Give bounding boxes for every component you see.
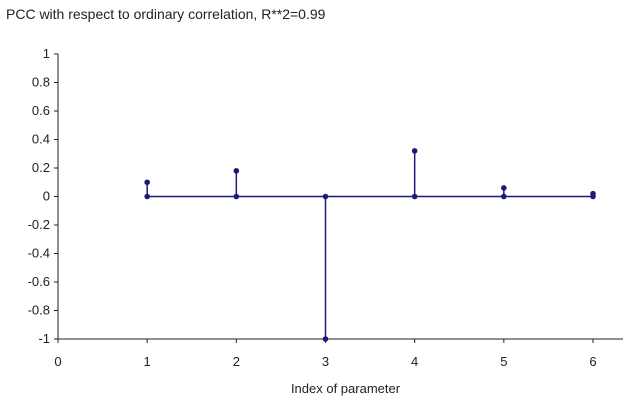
y-tick-label: -0.6: [28, 274, 50, 289]
stem-marker: [590, 190, 596, 197]
y-tick-labels: 1 0.8 0.6 0.4 0.2 0 -0.2 -0.4 -0.6 -0.8 -1: [28, 46, 50, 346]
x-tick-label: 2: [233, 354, 240, 369]
axes: [54, 53, 623, 343]
stem-marker: [411, 148, 418, 154]
x-tick-label: 5: [500, 354, 507, 369]
x-axis-label: Index of parameter: [291, 381, 401, 396]
x-tick-labels: 0 1 2 3 4 5 6: [54, 354, 596, 369]
stem-base-marker: [411, 193, 418, 200]
stem-marker: [501, 185, 507, 191]
stem-marker: [322, 336, 329, 342]
stem-base-marker: [233, 193, 240, 200]
y-tick-label: 0.6: [32, 103, 50, 118]
stem-marker: [144, 179, 150, 186]
y-tick-label: 0.2: [32, 160, 50, 175]
x-tick-label: 6: [589, 354, 596, 369]
y-tick-label: -0.2: [28, 217, 50, 232]
y-tick-label: -0.4: [28, 246, 50, 261]
stem-marker: [233, 168, 240, 174]
stem-base-marker: [322, 193, 329, 200]
y-tick-label: -0.8: [28, 303, 50, 318]
x-tick-label: 1: [144, 354, 151, 369]
y-tick-label: 1: [43, 46, 50, 61]
chart-title: PCC with respect to ordinary correlation…: [6, 6, 326, 22]
y-tick-label: 0: [43, 189, 50, 204]
stems: [144, 148, 596, 342]
x-tick-label: 4: [411, 354, 418, 369]
y-tick-label: 0.8: [32, 75, 50, 90]
stem-base-marker: [144, 193, 150, 200]
y-tick-label: 0.4: [32, 132, 50, 147]
stem-base-marker: [501, 193, 507, 200]
x-tick-label: 0: [54, 354, 61, 369]
y-tick-label: -1: [38, 331, 50, 346]
x-tick-label: 3: [322, 354, 329, 369]
